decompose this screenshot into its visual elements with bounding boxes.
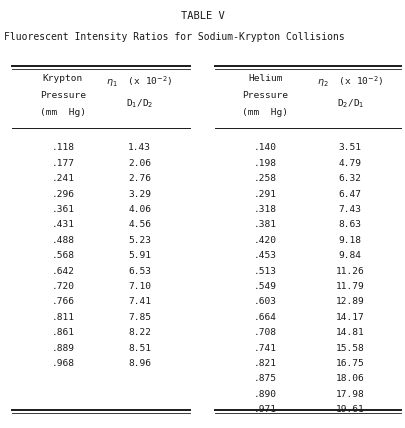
Text: .318: .318: [254, 205, 277, 214]
Text: .241: .241: [51, 174, 74, 183]
Text: .420: .420: [254, 236, 277, 245]
Text: (mm  Hg): (mm Hg): [40, 108, 86, 117]
Text: .708: .708: [254, 328, 277, 337]
Text: $\eta_2$  (x 10$^{-2}$): $\eta_2$ (x 10$^{-2}$): [317, 74, 384, 89]
Text: .811: .811: [51, 313, 74, 322]
Text: .968: .968: [51, 359, 74, 368]
Text: 4.56: 4.56: [128, 220, 151, 229]
Text: 6.53: 6.53: [128, 267, 151, 276]
Text: Pressure: Pressure: [242, 91, 288, 100]
Text: 17.98: 17.98: [336, 390, 364, 399]
Text: 11.79: 11.79: [336, 282, 364, 291]
Text: 5.23: 5.23: [128, 236, 151, 245]
Text: 16.75: 16.75: [336, 359, 364, 368]
Text: .381: .381: [254, 220, 277, 229]
Text: 3.51: 3.51: [339, 143, 362, 152]
Text: .431: .431: [51, 220, 74, 229]
Text: 7.41: 7.41: [128, 297, 151, 306]
Text: .291: .291: [254, 190, 277, 199]
Text: 15.58: 15.58: [336, 344, 364, 353]
Text: .453: .453: [254, 251, 277, 260]
Text: 7.85: 7.85: [128, 313, 151, 322]
Text: .642: .642: [51, 267, 74, 276]
Text: 11.26: 11.26: [336, 267, 364, 276]
Text: $\eta_1$  (x 10$^{-2}$): $\eta_1$ (x 10$^{-2}$): [107, 74, 173, 89]
Text: 7.43: 7.43: [339, 205, 362, 214]
Text: 18.06: 18.06: [336, 374, 364, 383]
Text: .821: .821: [254, 359, 277, 368]
Text: 3.29: 3.29: [128, 190, 151, 199]
Text: 6.32: 6.32: [339, 174, 362, 183]
Text: 4.79: 4.79: [339, 159, 362, 168]
Text: 8.96: 8.96: [128, 359, 151, 368]
Text: 4.06: 4.06: [128, 205, 151, 214]
Text: 14.81: 14.81: [336, 328, 364, 337]
Text: .720: .720: [51, 282, 74, 291]
Text: .140: .140: [254, 143, 277, 152]
Text: .198: .198: [254, 159, 277, 168]
Text: .971: .971: [254, 405, 277, 414]
Text: .258: .258: [254, 174, 277, 183]
Text: .177: .177: [51, 159, 74, 168]
Text: .513: .513: [254, 267, 277, 276]
Text: .603: .603: [254, 297, 277, 306]
Text: Fluorescent Intensity Ratios for Sodium-Krypton Collisions: Fluorescent Intensity Ratios for Sodium-…: [4, 32, 345, 42]
Text: TABLE V: TABLE V: [181, 11, 224, 21]
Text: .488: .488: [51, 236, 74, 245]
Text: D$_1$/D$_2$: D$_1$/D$_2$: [126, 98, 153, 110]
Text: Pressure: Pressure: [40, 91, 86, 100]
Text: .568: .568: [51, 251, 74, 260]
Text: .889: .889: [51, 344, 74, 353]
Text: .361: .361: [51, 205, 74, 214]
Text: .861: .861: [51, 328, 74, 337]
Text: 2.06: 2.06: [128, 159, 151, 168]
Text: 8.51: 8.51: [128, 344, 151, 353]
Text: .766: .766: [51, 297, 74, 306]
Text: .890: .890: [254, 390, 277, 399]
Text: 12.89: 12.89: [336, 297, 364, 306]
Text: 5.91: 5.91: [128, 251, 151, 260]
Text: 1.43: 1.43: [128, 143, 151, 152]
Text: .741: .741: [254, 344, 277, 353]
Text: .664: .664: [254, 313, 277, 322]
Text: 6.47: 6.47: [339, 190, 362, 199]
Text: .296: .296: [51, 190, 74, 199]
Text: Krypton: Krypton: [43, 74, 83, 83]
Text: 19.61: 19.61: [336, 405, 364, 414]
Text: 8.63: 8.63: [339, 220, 362, 229]
Text: .118: .118: [51, 143, 74, 152]
Text: .549: .549: [254, 282, 277, 291]
Text: (mm  Hg): (mm Hg): [242, 108, 288, 117]
Text: 8.22: 8.22: [128, 328, 151, 337]
Text: .875: .875: [254, 374, 277, 383]
Text: 9.18: 9.18: [339, 236, 362, 245]
Text: 14.17: 14.17: [336, 313, 364, 322]
Text: 2.76: 2.76: [128, 174, 151, 183]
Text: 7.10: 7.10: [128, 282, 151, 291]
Text: D$_2$/D$_1$: D$_2$/D$_1$: [337, 98, 364, 110]
Text: 9.84: 9.84: [339, 251, 362, 260]
Text: Helium: Helium: [248, 74, 283, 83]
